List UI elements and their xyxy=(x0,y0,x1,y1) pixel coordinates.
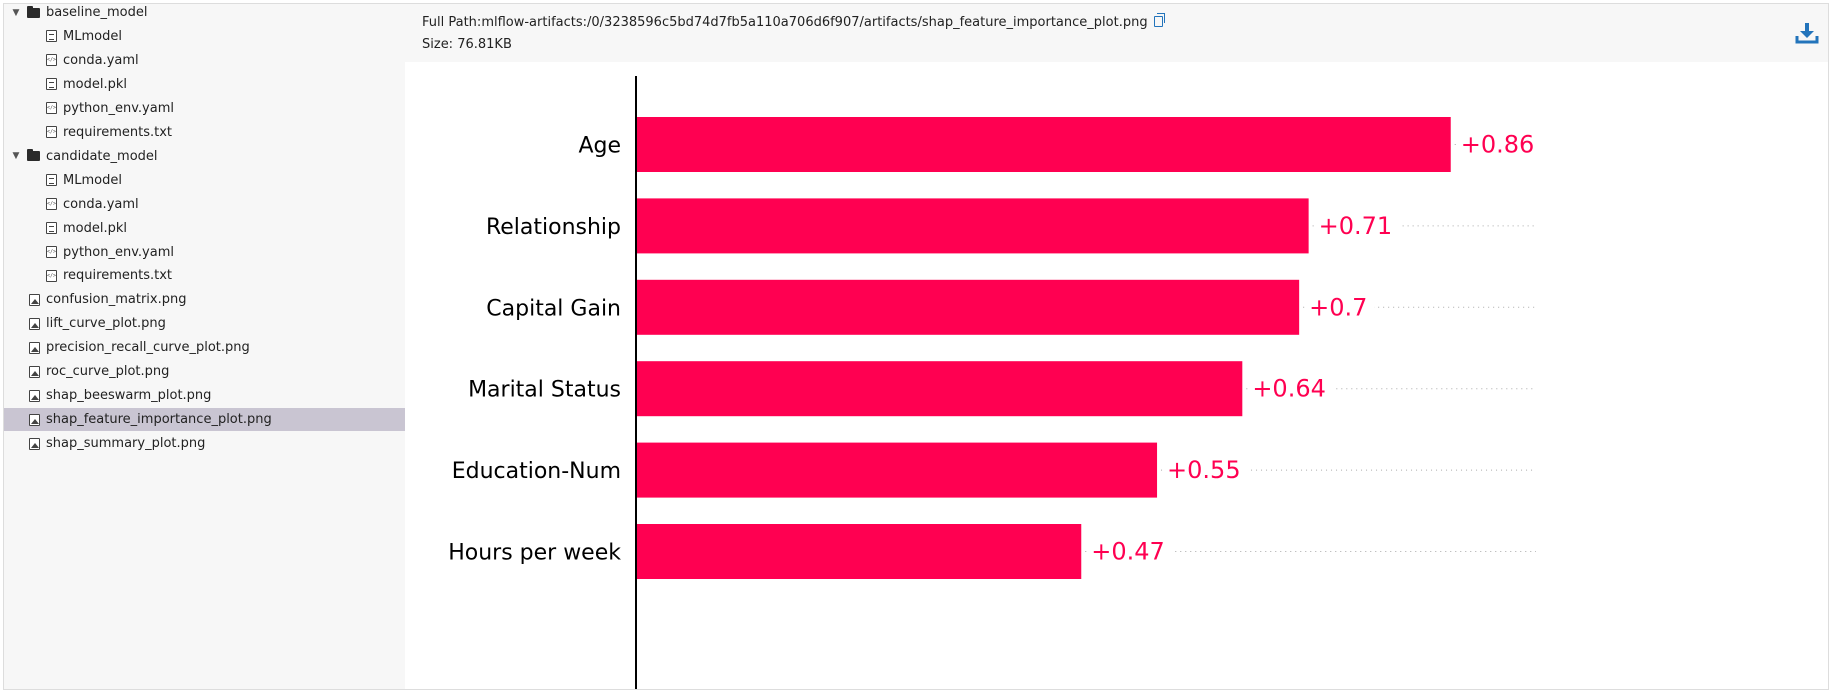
value-label-background xyxy=(1315,209,1400,242)
value-label: +0.7 xyxy=(1309,293,1367,321)
category-label: Relationship xyxy=(486,215,621,240)
value-label: +0.86 xyxy=(1461,131,1535,159)
tree-item-label: precision_recall_curve_plot.png xyxy=(46,340,250,356)
category-label: Capital Gain xyxy=(486,296,621,321)
tree-item-label: python_env.yaml xyxy=(63,100,174,116)
value-label-background xyxy=(1457,128,1542,161)
value-label: +0.55 xyxy=(1167,456,1241,484)
tree-folder[interactable]: ▼ baseline_model xyxy=(4,4,405,24)
value-label-background xyxy=(1306,291,1375,324)
tree-item-label: MLmodel xyxy=(63,172,122,188)
category-label: Hours per week xyxy=(448,541,621,566)
tree-item-label: python_env.yaml xyxy=(63,244,174,260)
artifact-preview: Age +0.86 Relationship +0.71 Capital Gain +0.… xyxy=(405,62,1828,689)
tree-item-label: baseline_model xyxy=(46,5,148,20)
bar xyxy=(636,279,1300,335)
text-file-icon xyxy=(46,78,57,91)
value-label: +0.47 xyxy=(1091,538,1165,566)
code-file-icon xyxy=(46,246,57,258)
tree-item-label: shap_beeswarm_plot.png xyxy=(46,388,212,404)
copy-icon[interactable] xyxy=(1153,13,1165,27)
tree-file[interactable]: model.pkl xyxy=(4,217,405,240)
download-icon xyxy=(1795,23,1819,44)
value-label-background xyxy=(1249,372,1333,405)
artifact-browser: ▼ baseline_model MLmodel conda.yaml model.pk… xyxy=(3,3,1829,690)
tree-item-label: conda.yaml xyxy=(63,52,139,68)
tree-file[interactable]: python_env.yaml xyxy=(4,241,405,264)
tree-file[interactable]: python_env.yaml xyxy=(4,97,405,120)
tree-item-label: candidate_model xyxy=(46,148,158,164)
artifact-tree: ▼ baseline_model MLmodel conda.yaml model.pk… xyxy=(4,4,405,689)
text-file-icon xyxy=(46,30,57,43)
tree-file[interactable]: conda.yaml xyxy=(4,49,405,72)
image-file-icon xyxy=(29,437,40,450)
tree-file[interactable]: model.pkl xyxy=(4,73,405,96)
tree-item-label: requirements.txt xyxy=(63,268,173,284)
full-path: Full Path:mlflow-artifacts:/0/3238596c5b… xyxy=(422,13,1165,30)
download-button[interactable] xyxy=(1794,20,1820,46)
tree-item-label: model.pkl xyxy=(63,76,128,92)
value-label-background xyxy=(1164,454,1248,487)
category-label: Education-Num xyxy=(452,459,621,484)
tree-file[interactable]: MLmodel xyxy=(4,169,405,192)
folder-icon xyxy=(27,149,40,162)
image-file-icon xyxy=(29,413,40,426)
category-label: Age xyxy=(578,134,621,159)
folder-icon xyxy=(27,5,40,18)
bar xyxy=(636,198,1309,254)
tree-file[interactable]: requirements.txt xyxy=(4,264,405,287)
code-file-icon xyxy=(46,126,57,139)
caret-down-icon[interactable]: ▼ xyxy=(12,7,20,18)
tree-item-label: shap_summary_plot.png xyxy=(46,436,206,452)
file-size: Size: 76.81KB xyxy=(422,37,512,52)
bar xyxy=(636,442,1158,498)
code-file-icon xyxy=(46,269,57,282)
tree-file[interactable]: roc_curve_plot.png xyxy=(4,360,405,383)
tree-file[interactable]: conda.yaml xyxy=(4,193,405,216)
code-file-icon xyxy=(46,54,57,67)
bar xyxy=(636,361,1243,417)
value-label: +0.64 xyxy=(1252,375,1326,403)
caret-down-icon[interactable]: ▼ xyxy=(12,151,20,162)
tree-item-label: roc_curve_plot.png xyxy=(46,364,170,380)
tree-file[interactable]: requirements.txt xyxy=(4,121,405,144)
text-file-icon xyxy=(46,222,57,235)
bar xyxy=(636,117,1451,172)
tree-item-label: shap_feature_importance_plot.png xyxy=(46,412,272,428)
value-label-background xyxy=(1088,535,1172,568)
tree-item-label: confusion_matrix.png xyxy=(46,292,187,308)
bar xyxy=(636,524,1082,579)
category-label: Marital Status xyxy=(468,378,621,403)
image-file-icon xyxy=(29,317,40,330)
image-file-icon xyxy=(29,293,40,306)
image-file-icon xyxy=(29,389,40,402)
tree-folder[interactable]: ▼ candidate_model xyxy=(4,145,405,168)
tree-file[interactable]: shap_beeswarm_plot.png xyxy=(4,384,405,407)
full-path-label: Full Path: xyxy=(422,15,482,30)
size-value: 76.81KB xyxy=(457,37,512,52)
tree-file[interactable]: shap_summary_plot.png xyxy=(4,432,405,455)
tree-item-label: MLmodel xyxy=(63,28,122,44)
tree-file[interactable]: confusion_matrix.png xyxy=(4,288,405,311)
artifact-header: Full Path:mlflow-artifacts:/0/3238596c5b… xyxy=(405,4,1828,62)
tree-item-label: lift_curve_plot.png xyxy=(46,316,166,332)
code-file-icon xyxy=(46,198,57,211)
value-label: +0.71 xyxy=(1319,212,1393,240)
text-file-icon xyxy=(46,174,57,187)
tree-file[interactable]: MLmodel xyxy=(4,25,405,48)
tree-item-label: requirements.txt xyxy=(63,124,173,140)
tree-file[interactable]: precision_recall_curve_plot.png xyxy=(4,336,405,359)
image-file-icon xyxy=(29,341,40,354)
full-path-value: mlflow-artifacts:/0/3238596c5bd74d7fb5a1… xyxy=(481,15,1148,30)
image-file-icon xyxy=(29,365,40,378)
tree-file[interactable]: lift_curve_plot.png xyxy=(4,312,405,335)
size-label: Size: xyxy=(422,37,454,52)
code-file-icon xyxy=(46,102,57,115)
tree-item-label: conda.yaml xyxy=(63,196,139,212)
shap-feature-importance-chart: Age +0.86 Relationship +0.71 Capital Gain +0.… xyxy=(448,76,1542,689)
tree-item-label: model.pkl xyxy=(63,220,128,236)
tree-file[interactable]: shap_feature_importance_plot.png xyxy=(4,408,405,432)
